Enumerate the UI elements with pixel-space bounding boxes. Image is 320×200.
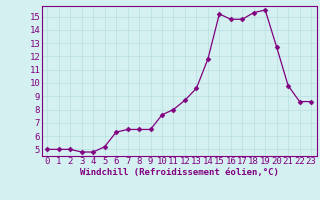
X-axis label: Windchill (Refroidissement éolien,°C): Windchill (Refroidissement éolien,°C) — [80, 168, 279, 177]
